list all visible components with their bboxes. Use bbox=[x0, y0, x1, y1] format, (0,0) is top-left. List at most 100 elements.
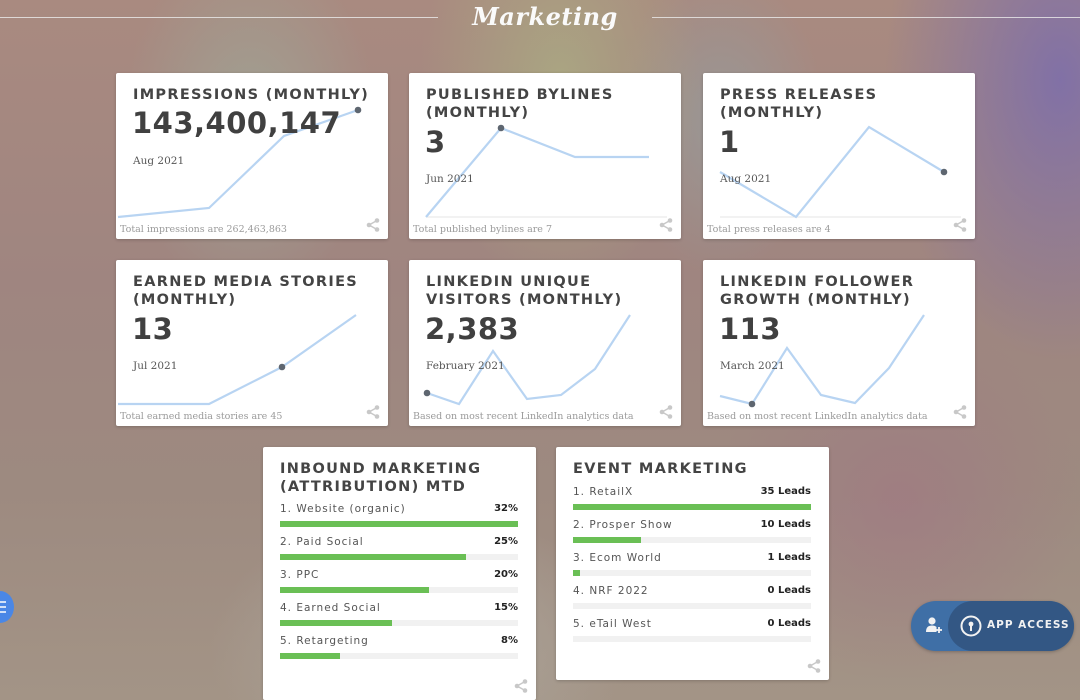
item-value: 25% bbox=[494, 536, 518, 547]
item-label: 2. Prosper Show bbox=[573, 519, 673, 531]
progress-track bbox=[280, 554, 518, 560]
list-item: 5. Retargeting 8% bbox=[280, 635, 518, 661]
share-icon[interactable] bbox=[366, 218, 380, 232]
item-label: 3. Ecom World bbox=[573, 552, 662, 564]
metric-value: 1 bbox=[719, 125, 740, 159]
add-user-icon[interactable] bbox=[925, 616, 943, 634]
linkedin-visitors-card[interactable]: LinkedIn Unique Visitors (Monthly) 2,383… bbox=[409, 260, 681, 426]
share-icon[interactable] bbox=[659, 218, 673, 232]
progress-track bbox=[280, 521, 518, 527]
list-item: 4. Earned Social 15% bbox=[280, 602, 518, 628]
metric-footnote: Total impressions are 262,463,863 bbox=[120, 224, 287, 235]
linkedin-followers-card[interactable]: LinkedIn Follower Growth (Monthly) 113 M… bbox=[703, 260, 975, 426]
progress-fill bbox=[280, 554, 466, 560]
metric-value: 2,383 bbox=[425, 312, 520, 346]
inbound-marketing-card[interactable]: Inbound Marketing (Attribution) MTD 1. W… bbox=[263, 447, 536, 700]
progress-track bbox=[280, 653, 518, 659]
metric-value: 143,400,147 bbox=[132, 106, 342, 140]
metric-value: 13 bbox=[132, 312, 174, 346]
metric-footnote: Based on most recent LinkedIn analytics … bbox=[413, 411, 634, 422]
impressions-sparkline bbox=[117, 106, 362, 219]
progress-track bbox=[573, 537, 811, 543]
list-item: 3. PPC 20% bbox=[280, 569, 518, 595]
item-value: 0 Leads bbox=[767, 618, 811, 629]
metric-footnote: Total earned media stories are 45 bbox=[120, 411, 283, 422]
header-divider-right bbox=[652, 17, 1080, 18]
metric-date: Jul 2021 bbox=[133, 360, 178, 372]
metric-date: Aug 2021 bbox=[133, 155, 185, 167]
metric-date: Jun 2021 bbox=[426, 173, 474, 185]
share-icon[interactable] bbox=[366, 405, 380, 419]
progress-fill bbox=[573, 570, 580, 576]
app-access-label: APP ACCESS bbox=[987, 619, 1070, 631]
item-value: 10 Leads bbox=[760, 519, 811, 530]
menu-icon bbox=[0, 601, 6, 613]
item-value: 1 Leads bbox=[767, 552, 811, 563]
progress-track bbox=[573, 603, 811, 609]
progress-track bbox=[573, 504, 811, 510]
card-title: Press Releases (Monthly) bbox=[720, 87, 878, 121]
progress-fill bbox=[573, 537, 642, 543]
card-title: Inbound Marketing (Attribution) MTD bbox=[280, 461, 482, 495]
card-title: Impressions (Monthly) bbox=[133, 87, 370, 103]
card-title: Earned Media Stories (Monthly) bbox=[133, 274, 359, 308]
linkedin-visitors-sparkline bbox=[423, 314, 631, 406]
progress-track bbox=[573, 570, 811, 576]
list-item: 2. Paid Social 25% bbox=[280, 536, 518, 562]
share-icon[interactable] bbox=[953, 405, 967, 419]
press-releases-sparkline bbox=[719, 125, 961, 219]
metric-date: Aug 2021 bbox=[720, 173, 772, 185]
progress-fill bbox=[280, 653, 340, 659]
press-releases-card[interactable]: Press Releases (Monthly) 1 Aug 2021 Tota… bbox=[703, 73, 975, 239]
item-label: 5. Retargeting bbox=[280, 635, 369, 647]
list-item: 4. NRF 2022 0 Leads bbox=[573, 585, 811, 611]
item-value: 32% bbox=[494, 503, 518, 514]
list-item: 1. Website (organic) 32% bbox=[280, 503, 518, 529]
item-value: 0 Leads bbox=[767, 585, 811, 596]
side-menu-button[interactable] bbox=[0, 591, 14, 623]
list-item: 5. eTail West 0 Leads bbox=[573, 618, 811, 644]
earned-media-card[interactable]: Earned Media Stories (Monthly) 13 Jul 20… bbox=[116, 260, 388, 426]
earned-media-sparkline bbox=[118, 314, 357, 406]
share-icon[interactable] bbox=[514, 679, 528, 693]
item-label: 4. Earned Social bbox=[280, 602, 381, 614]
progress-fill bbox=[280, 620, 392, 626]
progress-track bbox=[573, 636, 811, 642]
metric-footnote: Total press releases are 4 bbox=[707, 224, 831, 235]
linkedin-followers-sparkline bbox=[719, 314, 925, 408]
metric-value: 113 bbox=[719, 312, 782, 346]
list-item: 1. RetailX 35 Leads bbox=[573, 486, 811, 512]
metric-date: February 2021 bbox=[426, 360, 505, 372]
share-icon[interactable] bbox=[807, 659, 821, 673]
header-divider-left bbox=[0, 17, 438, 18]
item-label: 1. RetailX bbox=[573, 486, 634, 498]
metric-date: March 2021 bbox=[720, 360, 785, 372]
progress-track bbox=[280, 587, 518, 593]
item-value: 8% bbox=[501, 635, 518, 646]
card-title: LinkedIn Follower Growth (Monthly) bbox=[720, 274, 915, 308]
app-access-button[interactable]: APP ACCESS bbox=[948, 601, 1074, 651]
progress-fill bbox=[280, 521, 518, 527]
item-value: 15% bbox=[494, 602, 518, 613]
page-title: Marketing bbox=[472, 2, 618, 31]
progress-track bbox=[280, 620, 518, 626]
event-marketing-card[interactable]: Event Marketing 1. RetailX 35 Leads 2. P… bbox=[556, 447, 829, 680]
item-value: 20% bbox=[494, 569, 518, 580]
card-title: LinkedIn Unique Visitors (Monthly) bbox=[426, 274, 623, 308]
share-icon[interactable] bbox=[659, 405, 673, 419]
metric-value: 3 bbox=[425, 125, 446, 159]
impressions-card[interactable]: Impressions (Monthly) 143,400,147 Aug 20… bbox=[116, 73, 388, 239]
list-item: 3. Ecom World 1 Leads bbox=[573, 552, 811, 578]
item-label: 3. PPC bbox=[280, 569, 320, 581]
item-label: 2. Paid Social bbox=[280, 536, 364, 548]
card-title: Published Bylines (Monthly) bbox=[426, 87, 614, 121]
share-icon[interactable] bbox=[953, 218, 967, 232]
published-bylines-card[interactable]: Published Bylines (Monthly) 3 Jun 2021 T… bbox=[409, 73, 681, 239]
progress-fill bbox=[280, 587, 429, 593]
item-value: 35 Leads bbox=[760, 486, 811, 497]
app-access-widget: APP ACCESS bbox=[911, 601, 1074, 651]
card-title: Event Marketing bbox=[573, 461, 748, 477]
bylines-sparkline bbox=[425, 124, 667, 218]
item-label: 1. Website (organic) bbox=[280, 503, 406, 515]
page-header: Marketing bbox=[0, 0, 1080, 40]
